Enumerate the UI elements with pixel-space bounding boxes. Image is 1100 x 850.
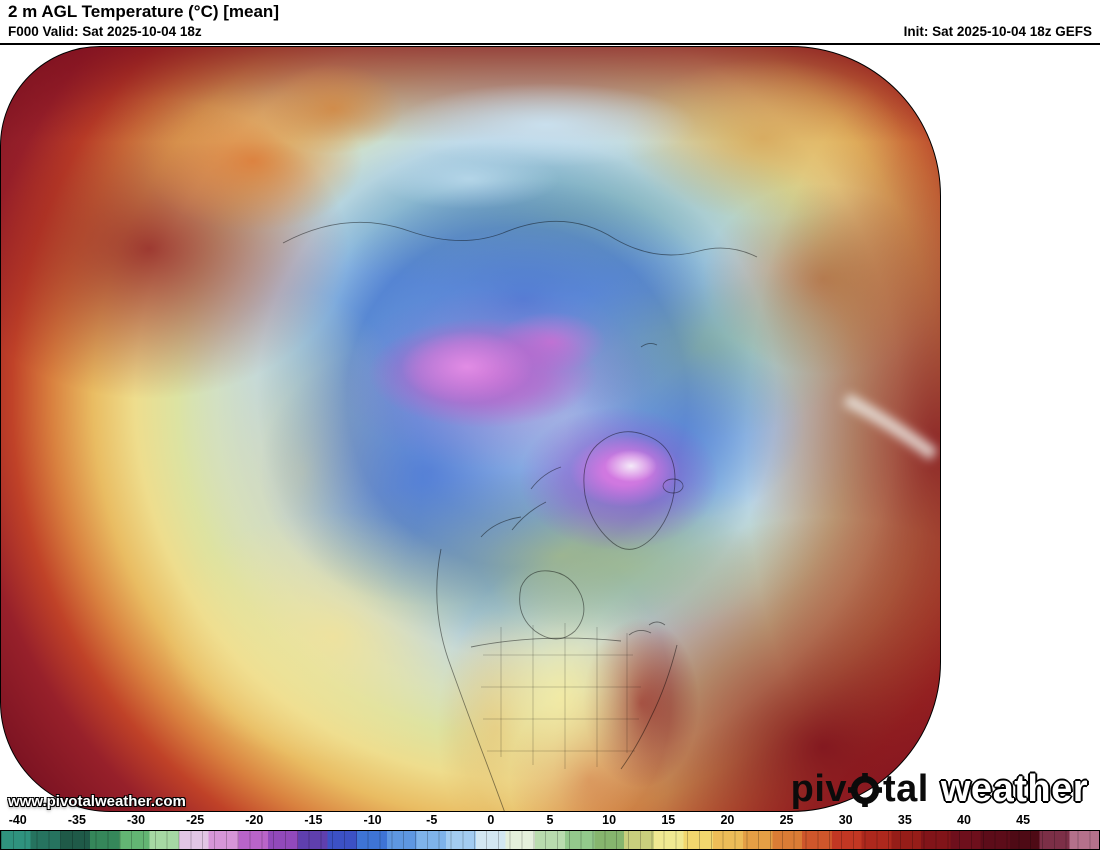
colorbar-tick: 5 (546, 813, 554, 827)
colorbar-tick: 20 (720, 813, 735, 827)
colorbar-tick: -25 (186, 813, 205, 827)
colorbar (0, 830, 1100, 850)
pivotal-weather-logo: piv tal weather (791, 768, 1088, 811)
logo-text-weather: weather (940, 768, 1088, 810)
colorbar-tick: 25 (779, 813, 794, 827)
pivotal-logo-target-icon (848, 772, 883, 807)
logo-text-piv: piv (790, 768, 848, 810)
colorbar-tick: 45 (1016, 813, 1031, 827)
colorbar-tick: -15 (304, 813, 323, 827)
valid-time-label: F000 Valid: Sat 2025-10-04 18z (8, 24, 202, 39)
logo-text-tal: tal (883, 768, 929, 810)
colorbar-tick: 40 (957, 813, 971, 827)
temperature-map (0, 46, 941, 812)
colorbar-tick: -40 (8, 813, 27, 827)
colorbar-tick: 15 (661, 813, 676, 827)
coastlines-overlay (282, 220, 938, 811)
pale-band (842, 393, 938, 461)
colorbar-tick: 35 (897, 813, 912, 827)
colorbar-tick-labels: -40 -35 -30 -25 -20 -15 -10 -5 0 5 10 15 20 25 30 35 40 4… (0, 812, 1100, 829)
state-borders-group (481, 623, 641, 769)
coastline-group (282, 220, 758, 811)
colorbar-tick: 0 (487, 813, 495, 827)
colorbar-tick: 10 (602, 813, 617, 827)
colorbar-tick: 30 (838, 813, 853, 827)
colorbar-tick: -35 (67, 813, 86, 827)
page-title: 2 m AGL Temperature (°C) [mean] (8, 2, 279, 21)
colorbar-tick: -5 (426, 813, 438, 827)
colorbar-tick: -10 (363, 813, 382, 827)
watermark-url: www.pivotalweather.com (8, 793, 186, 810)
map-header: 2 m AGL Temperature (°C) [mean] F000 Val… (0, 0, 1100, 45)
colorbar-tick: -30 (126, 813, 146, 827)
init-time-label: Init: Sat 2025-10-04 18z GEFS (903, 24, 1092, 39)
colorbar-tick: -20 (245, 813, 264, 827)
header-subrow: F000 Valid: Sat 2025-10-04 18z Init: Sat… (8, 24, 1092, 39)
